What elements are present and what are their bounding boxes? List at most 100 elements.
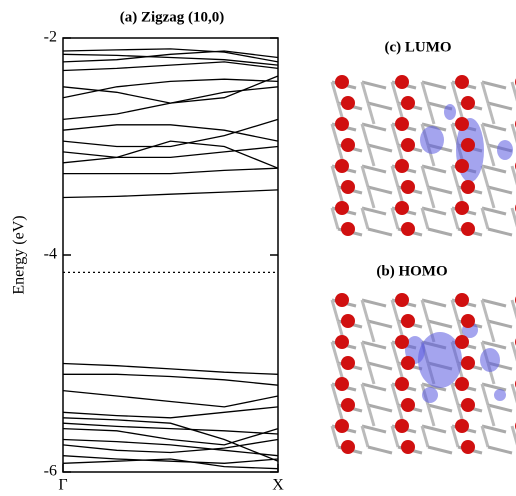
bond (422, 300, 446, 306)
y-tick-label: -2 (44, 29, 57, 46)
bond (428, 187, 434, 208)
bond (488, 187, 494, 208)
oxygen-atom (341, 356, 355, 370)
band-line (63, 168, 278, 173)
oxygen-atom (335, 377, 349, 391)
oxygen-atom (455, 117, 469, 131)
band-line (63, 459, 278, 469)
oxygen-atom (395, 75, 409, 89)
bond (488, 103, 494, 124)
oxygen-atom (341, 138, 355, 152)
bond (512, 166, 516, 187)
oxygen-atom (395, 201, 409, 215)
oxygen-atom (395, 419, 409, 433)
bond (428, 187, 452, 193)
bond (482, 82, 488, 103)
bond (482, 384, 506, 390)
panel-label: (c) LUMO (384, 39, 451, 55)
oxygen-atom (455, 419, 469, 433)
band-line (63, 391, 278, 407)
oxygen-atom (341, 222, 355, 236)
bond (512, 124, 516, 145)
oxygen-atom (401, 314, 415, 328)
oxygen-atom (341, 440, 355, 454)
bond (362, 166, 368, 187)
bond (428, 405, 452, 411)
band-line (63, 440, 278, 453)
oxygen-atom (401, 440, 415, 454)
oxygen-atom (461, 440, 475, 454)
oxygen-atom (455, 159, 469, 173)
oxygen-atom (335, 335, 349, 349)
oxygen-atom (335, 159, 349, 173)
bond (362, 124, 386, 130)
oxygen-atom (395, 293, 409, 307)
band-line (63, 374, 278, 385)
oxygen-atom (401, 222, 415, 236)
oxygen-atom (335, 419, 349, 433)
bond (482, 384, 488, 405)
bond (512, 342, 516, 363)
oxygen-atom (395, 159, 409, 173)
bond (482, 208, 488, 229)
bond (482, 124, 506, 130)
bond (368, 145, 392, 151)
bond (362, 384, 368, 405)
orbital-lobe (497, 140, 513, 160)
oxygen-atom (395, 377, 409, 391)
bond (482, 300, 488, 321)
oxygen-atom (455, 377, 469, 391)
bond (362, 208, 368, 229)
bond (362, 342, 368, 363)
oxygen-atom (461, 96, 475, 110)
oxygen-atom (341, 398, 355, 412)
orbital-image (332, 75, 516, 236)
bond (512, 208, 516, 229)
oxygen-atom (395, 335, 409, 349)
bond (368, 363, 392, 369)
oxygen-atom (455, 335, 469, 349)
oxygen-atom (401, 398, 415, 412)
oxygen-atom (341, 314, 355, 328)
bond (368, 363, 374, 384)
y-tick-label: -6 (44, 463, 57, 480)
bond (362, 300, 386, 306)
bond (368, 187, 392, 193)
band-line (63, 119, 278, 146)
orbital-lobe (444, 104, 456, 120)
bond (362, 426, 386, 432)
band-line (63, 429, 278, 445)
bond (368, 103, 374, 124)
bond (368, 321, 374, 342)
orbital-lobe (480, 348, 500, 372)
panel-label: (b) HOMO (376, 263, 447, 279)
bond (488, 145, 494, 166)
oxygen-atom (341, 180, 355, 194)
orbital-image (332, 293, 516, 454)
oxygen-atom (395, 117, 409, 131)
bond (368, 447, 392, 453)
bond (362, 300, 368, 321)
bond (482, 166, 488, 187)
bond (428, 405, 434, 426)
bond (488, 405, 494, 426)
bond (512, 426, 516, 447)
bond (488, 321, 512, 327)
oxygen-atom (461, 398, 475, 412)
bond (362, 124, 368, 145)
bond (362, 426, 368, 447)
bond (488, 229, 512, 235)
band-line (63, 125, 278, 141)
bond (422, 166, 446, 172)
y-tick-label: -4 (44, 246, 57, 263)
bond (368, 321, 392, 327)
bond (422, 208, 428, 229)
band-line (63, 423, 278, 434)
bond (482, 426, 506, 432)
oxygen-atom (335, 293, 349, 307)
x-tick-label: X (272, 477, 284, 494)
bond (512, 82, 516, 103)
oxygen-atom (461, 138, 475, 152)
figure: (a) Zigzag (10,0) Energy (eV) (c) LUMO (… (0, 0, 516, 496)
bond (488, 447, 512, 453)
